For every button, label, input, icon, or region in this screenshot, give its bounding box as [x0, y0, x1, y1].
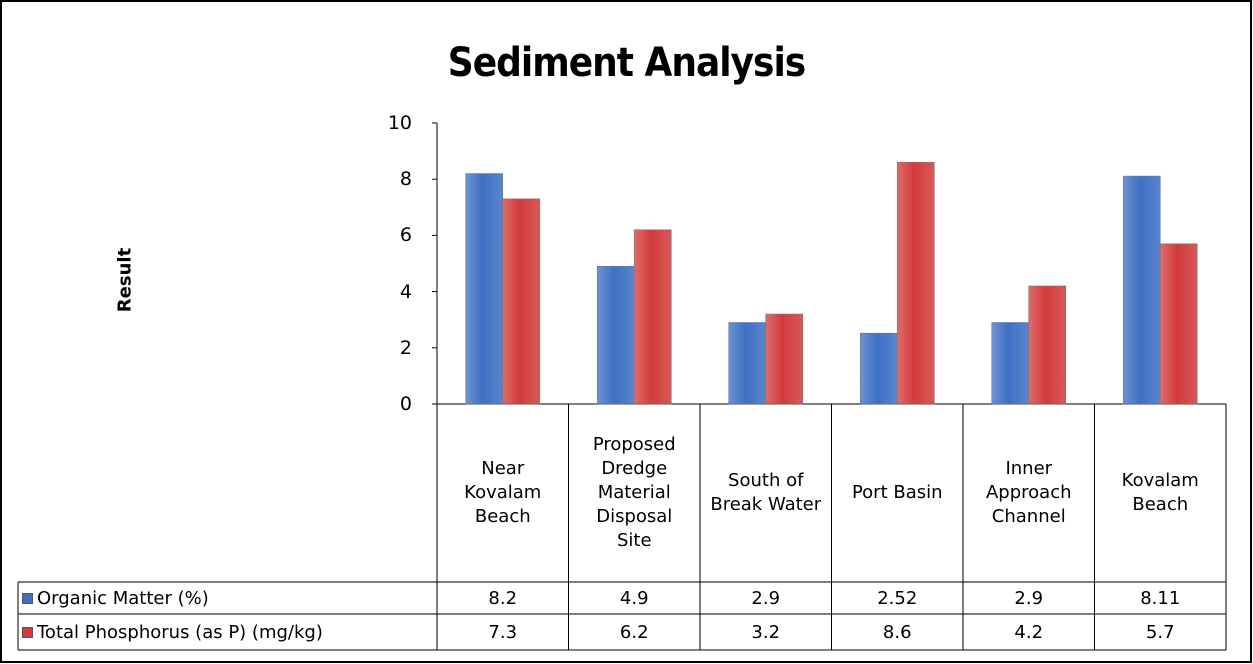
bar [502, 198, 541, 405]
table-value: 8.11 [1140, 587, 1181, 609]
y-tick-label: 10 [387, 112, 412, 134]
table-value: 6.2 [619, 621, 649, 643]
bar [1028, 285, 1067, 405]
y-tick-label: 0 [399, 393, 412, 415]
table-value: 2.9 [1014, 587, 1044, 609]
table-value: 8.6 [882, 621, 912, 643]
table-value: 2.9 [751, 587, 781, 609]
y-axis-label: Result [114, 247, 136, 313]
bar [596, 266, 635, 405]
x-tick-label: Kovalam Beach [1121, 470, 1199, 515]
x-tick-label: South of Break Water [710, 470, 822, 515]
x-tick-label: Inner Approach Channel [985, 458, 1072, 527]
y-tick-label: 6 [399, 224, 412, 247]
bar [859, 332, 898, 405]
bar [465, 173, 504, 405]
x-tick-label: Port Basin [851, 482, 943, 503]
table-value: 8.2 [488, 587, 518, 609]
table-value: 3.2 [751, 621, 781, 643]
legend-swatch [22, 626, 33, 638]
x-tick-label: Near Kovalam Beach [464, 458, 542, 527]
bar [765, 313, 804, 405]
chart-title: Sediment Analysis [447, 40, 806, 86]
y-tick-label: 4 [399, 280, 412, 303]
legend-item: Organic Matter (%) [22, 582, 209, 614]
bar [1159, 243, 1198, 405]
table-value: 5.7 [1145, 621, 1175, 643]
table-value: 7.3 [488, 621, 518, 643]
bar [991, 322, 1030, 405]
x-tick-label: Proposed Dredge Material Disposal Site [592, 434, 676, 551]
bar [1122, 175, 1161, 405]
legend-label: Total Phosphorus (as P) (mg/kg) [37, 621, 323, 643]
y-tick-label: 8 [399, 168, 412, 191]
table-value: 2.52 [877, 587, 918, 609]
legend-swatch [22, 592, 33, 604]
bar [633, 229, 672, 405]
table-value: 4.9 [619, 587, 649, 609]
y-tick-label: 2 [399, 336, 412, 359]
legend-label: Organic Matter (%) [37, 587, 209, 609]
table-value: 4.2 [1014, 621, 1044, 643]
bar [728, 322, 767, 405]
bar [896, 162, 935, 405]
legend-item: Total Phosphorus (as P) (mg/kg) [22, 614, 323, 650]
